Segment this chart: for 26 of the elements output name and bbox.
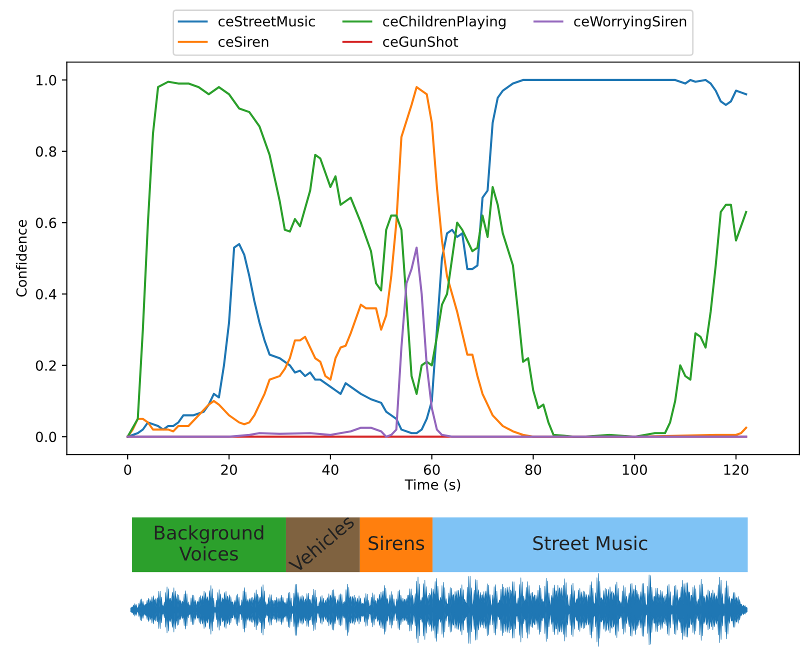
series-label: Background Voices — [154, 525, 264, 561]
legend-label: ceStreetMusic — [218, 16, 315, 27]
legend-label: ceSiren — [218, 36, 268, 47]
y-tick-label: 0.8 — [36, 146, 56, 157]
x-axis-title: Time (s) — [404, 479, 460, 492]
legend-label: ceWorryingSiren — [574, 16, 686, 30]
y-tick-label: 1.0 — [36, 74, 56, 86]
x-tick-label: 0 — [124, 464, 132, 476]
x-tick-label: 40 — [322, 464, 338, 476]
x-tick-label: 20 — [221, 464, 237, 476]
bar — [360, 517, 433, 572]
legend-label: ceChildrenPlaying — [383, 16, 506, 30]
y-axis-title: Confidence — [16, 220, 27, 297]
x-tick-label: 60 — [424, 464, 440, 476]
x-tick-label: 100 — [622, 464, 647, 476]
line-series — [126, 246, 748, 438]
series-label: Street Music — [533, 536, 648, 550]
y-tick-label: 0.6 — [36, 218, 56, 228]
y-tick-label: 0.0 — [36, 432, 56, 442]
y-tick-label: 0.4 — [36, 288, 56, 300]
y-tick-label: 0.2 — [36, 360, 56, 371]
legend-label: ceGunShot — [383, 36, 458, 47]
x-tick-label: 80 — [525, 464, 542, 476]
bar — [132, 517, 286, 572]
series-label: Sirens — [368, 536, 424, 550]
x-tick-label: 120 — [724, 464, 748, 476]
